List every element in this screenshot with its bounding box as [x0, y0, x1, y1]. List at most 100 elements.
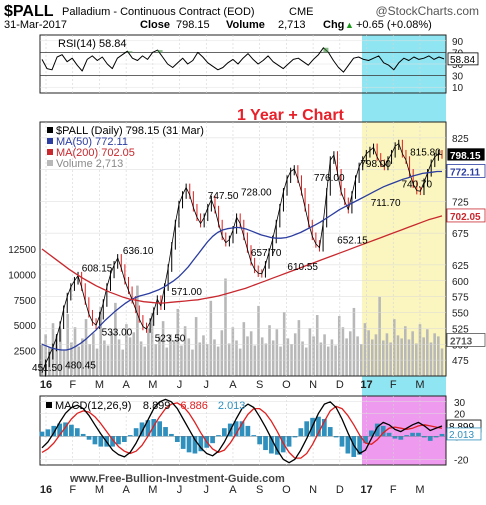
macd-histogram-bar [39, 431, 45, 437]
macd-histogram-bar [133, 428, 139, 437]
volume-bar [84, 319, 88, 376]
price-annotation: 636.10 [123, 246, 154, 257]
volume-axis-tick: 2500 [14, 347, 37, 358]
volume-axis-tick: 12500 [8, 245, 36, 256]
macd-histogram-bar [386, 432, 392, 437]
x-axis-month-label: N [309, 379, 317, 391]
x-axis-month-label-bottom: O [282, 484, 291, 496]
x-axis-month-label: 16 [40, 379, 52, 391]
volume-bar [66, 314, 69, 376]
volume-label: Volume [226, 19, 265, 31]
macd-histogram-bar [333, 436, 339, 438]
macd-histogram-bar [251, 435, 257, 437]
volume-bar [77, 346, 80, 376]
macd-histogram-bar [216, 435, 221, 437]
volume-bar [363, 323, 367, 376]
volume-bar [400, 338, 403, 376]
x-axis-month-label-bottom: A [122, 484, 130, 496]
volume-bar [330, 339, 334, 376]
volume-bar [187, 338, 191, 376]
volume-bar [216, 346, 220, 376]
x-axis-month-label-bottom: J [204, 484, 210, 496]
volume-bar [81, 338, 84, 376]
price-annotation: 747.50 [208, 191, 239, 202]
macd-panel-frame [39, 395, 447, 466]
macd-histogram-bar [174, 436, 180, 442]
price-axis-tick: 550 [452, 309, 469, 320]
price-axis-tick: 475 [452, 356, 469, 367]
volume-bar [415, 343, 418, 376]
volume-bar [404, 326, 407, 376]
volume-bar [44, 334, 47, 376]
macd-histogram-bar [351, 436, 357, 457]
volume-bar [194, 317, 198, 376]
volume-bar [257, 305, 260, 376]
symbol: $PALL [4, 3, 54, 20]
volume-axis-tick: 7500 [14, 296, 37, 307]
close-label: Close [140, 19, 170, 31]
price-annotation: 657.70 [251, 248, 282, 259]
macd-legend-entry: 6.886 [180, 400, 208, 412]
macd-histogram-bar [210, 436, 215, 444]
volume-bar [345, 338, 348, 376]
macd-legend-swatch [46, 402, 52, 408]
macd-histogram-bar [398, 436, 404, 440]
volume-bar [293, 333, 297, 376]
volume-bar [374, 334, 378, 376]
price-annotation: 608.15 [82, 264, 113, 275]
macd-histogram-bar [274, 436, 280, 455]
volume-bar [95, 348, 99, 376]
volume-bar [253, 345, 257, 376]
x-axis-month-label-bottom: F [69, 484, 76, 496]
price-annotation: 571.00 [171, 287, 202, 298]
macd-histogram-bar [110, 436, 115, 447]
price-annotation: 523.50 [155, 333, 186, 344]
macd-histogram-bar [163, 427, 168, 437]
macd-histogram-bar [239, 421, 245, 437]
x-axis-month-label-bottom: D [336, 484, 344, 496]
volume-bar [315, 315, 319, 376]
x-axis-month-label-bottom: J [177, 484, 183, 496]
x-axis-month-label: J [204, 379, 210, 391]
x-axis-month-label-bottom: M [148, 484, 157, 496]
chg-up-arrow-icon: ▲ [345, 20, 354, 30]
volume-bar [381, 340, 385, 376]
volume-bar [132, 332, 136, 376]
volume-bar [282, 311, 286, 376]
volume-bar [411, 331, 414, 376]
legend-swatch [47, 138, 53, 144]
macd-histogram-bar [145, 420, 151, 437]
volume-axis-tick: 5000 [14, 321, 37, 332]
rsi-axis-tick: 10 [452, 83, 464, 94]
price-highlight-region [362, 122, 446, 376]
macd-end-label: 2.013 [449, 430, 474, 441]
volume-bar [334, 345, 337, 376]
price-axis-tick: 525 [452, 324, 469, 335]
macd-histogram-bar [439, 433, 445, 437]
x-axis-month-label: S [256, 379, 263, 391]
price-annotation: 711.70 [371, 198, 401, 209]
rsi-legend: RSI(14) 58.84 [58, 38, 126, 50]
macd-histogram-bar [321, 419, 327, 437]
price-end-label-box [446, 164, 486, 178]
volume-bar [169, 334, 172, 376]
x-axis-month-label: J [177, 379, 183, 391]
volume-bar [275, 329, 279, 376]
macd-end-label-box [446, 427, 482, 441]
price-end-label: 798.15 [450, 151, 481, 162]
volume-bar [136, 285, 139, 376]
volume-bar [407, 339, 411, 376]
volume-bar [437, 336, 440, 376]
volume-bar [227, 343, 231, 376]
source-logo: @StockCharts.com [375, 4, 479, 18]
chart-date: 31-Mar-2017 [4, 19, 67, 31]
volume-bar [183, 326, 187, 376]
macd-histogram-bar [45, 429, 51, 437]
volume-bar [312, 336, 315, 376]
x-axis-month-label-bottom: F [390, 484, 397, 496]
macd-histogram-bar [57, 423, 63, 437]
price-annotation: 533.00 [102, 327, 133, 338]
x-axis-month-label-bottom: A [229, 484, 237, 496]
macd-histogram-bar [233, 421, 239, 437]
macd-histogram-bar [257, 436, 263, 445]
